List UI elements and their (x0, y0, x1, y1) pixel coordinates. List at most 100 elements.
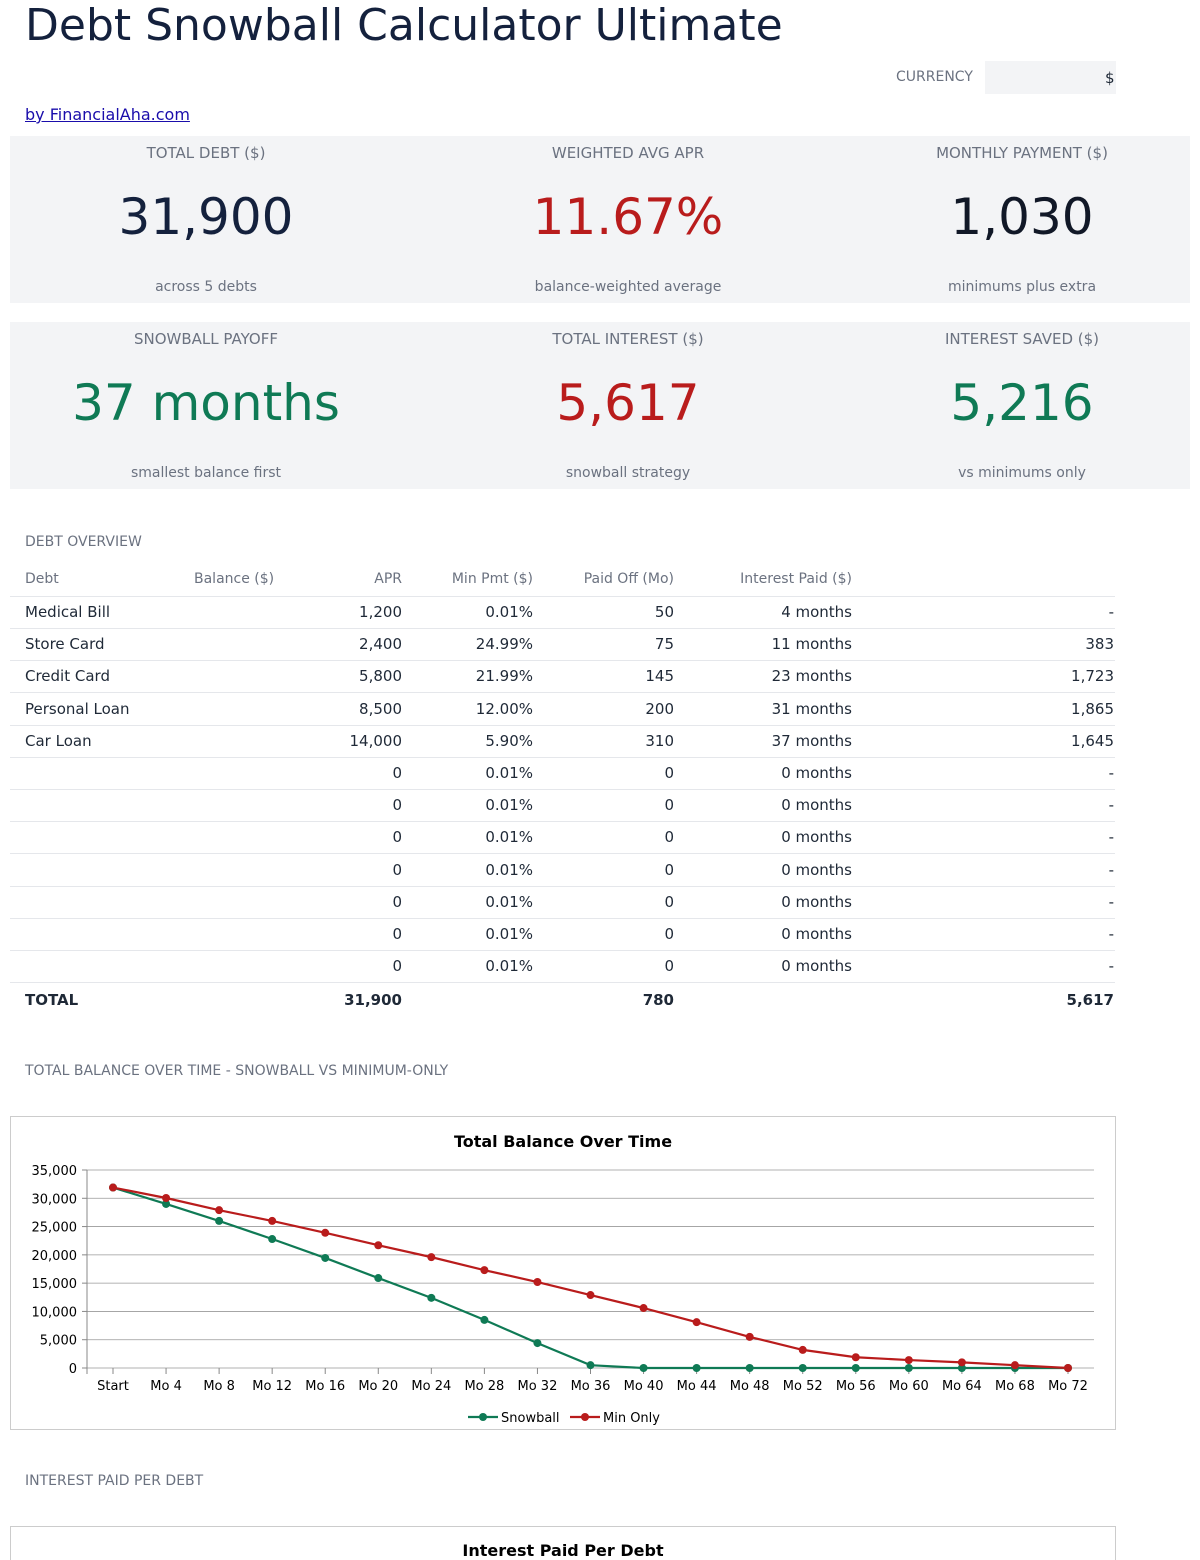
table-cell: 0.01% (485, 957, 533, 976)
column-header: Paid Off (Mo) (583, 571, 674, 587)
data-point (904, 1356, 913, 1365)
rowline (10, 950, 1115, 951)
table-cell: Personal Loan (25, 699, 130, 718)
table-cell: 14,000 (349, 731, 403, 750)
data-point (745, 1364, 754, 1372)
y-tick-label: 5,000 (40, 1334, 77, 1349)
table-cell: 0.01% (485, 860, 533, 879)
y-tick-label: 0 (69, 1362, 77, 1377)
table-cell: 383 (1085, 635, 1114, 654)
data-point (586, 1291, 595, 1300)
table-cell: 0 (392, 764, 402, 782)
table-cell: 0.01% (485, 925, 533, 943)
data-point (798, 1345, 807, 1354)
rowline (10, 596, 1115, 597)
table-cell: Car Loan (25, 731, 92, 750)
section-title: INTEREST PAID PER DEBT (25, 1473, 204, 1489)
y-tick-label: 30,000 (32, 1192, 78, 1207)
table-cell: 37 months (771, 731, 852, 750)
table-cell: 310 (645, 731, 674, 750)
y-tick-label: 15,000 (32, 1277, 78, 1292)
table-cell: 4 months (781, 603, 852, 621)
table-cell: 0 (664, 764, 674, 782)
y-tick-label: 25,000 (32, 1221, 78, 1236)
kpi-label: INTEREST SAVED ($) (944, 330, 1100, 348)
table-cell: 0 (392, 860, 402, 879)
x-tick-label: Mo 56 (836, 1379, 876, 1394)
rowline (10, 756, 1115, 758)
currency-input[interactable] (985, 61, 1116, 94)
x-tick-label: Mo 48 (730, 1379, 770, 1394)
kpi-value: 5,617 (556, 374, 700, 432)
table-cell: 0 months (781, 957, 852, 976)
y-tick-label: 20,000 (32, 1249, 78, 1264)
currency-value: $ (1105, 69, 1115, 87)
x-tick-label: Mo 68 (995, 1379, 1035, 1394)
kpi-value: 11.67% (532, 188, 724, 246)
table-cell: 0 months (781, 860, 852, 879)
data-point (533, 1278, 542, 1287)
section-title: TOTAL BALANCE OVER TIME - SNOWBALL VS MI… (25, 1063, 449, 1079)
table-cell: 1,723 (1071, 667, 1114, 686)
data-point (798, 1364, 807, 1372)
table-cell: 0 (392, 828, 402, 847)
table-cell: 0 (392, 925, 402, 943)
rowline (10, 789, 1115, 790)
x-tick-label: Mo 8 (203, 1379, 235, 1394)
rowline (10, 885, 1115, 887)
kpi-value: 37 months (72, 374, 340, 432)
data-point (321, 1253, 330, 1262)
data-point (427, 1293, 436, 1302)
kpi-label: SNOWBALL PAYOFF (133, 330, 279, 348)
table-cell: 0 (392, 892, 402, 911)
kpi-note: balance-weighted average (534, 279, 722, 295)
data-point (639, 1364, 648, 1372)
column-header: Debt (25, 571, 59, 587)
data-point (215, 1216, 224, 1225)
table-cell: 1,200 (359, 603, 402, 621)
table-cell: 0.01% (485, 828, 533, 847)
kpi-band (10, 322, 1190, 489)
table-cell: 0 months (781, 764, 852, 782)
section-title: DEBT OVERVIEW (25, 534, 142, 550)
table-cell: 50 (654, 603, 674, 621)
kpi-value: 1,030 (950, 188, 1094, 246)
data-point (957, 1364, 966, 1372)
data-point (162, 1194, 171, 1203)
table-cell: 0.01% (485, 764, 533, 782)
legend-swatch-dot (581, 1413, 589, 1421)
table-cell: Medical Bill (25, 603, 111, 621)
table-cell: 0 months (781, 892, 852, 911)
table-cell: 0.01% (485, 796, 533, 815)
data-point (374, 1274, 383, 1283)
table-cell: 1,645 (1071, 731, 1114, 750)
data-point (692, 1364, 701, 1372)
x-tick-label: Mo 12 (252, 1379, 292, 1394)
legend-swatch-dot (479, 1413, 487, 1421)
kpi-note: minimums plus extra (947, 279, 1097, 295)
data-point (374, 1241, 383, 1250)
table-cell: Store Card (25, 635, 105, 654)
table-cell: 0 (664, 925, 674, 943)
total-interest: 5,617 (1066, 991, 1114, 1009)
kpi-value: 31,900 (118, 188, 294, 246)
x-tick-label: Mo 36 (571, 1379, 611, 1394)
x-tick-label: Mo 40 (624, 1379, 664, 1394)
x-tick-label: Mo 20 (358, 1379, 398, 1394)
table-cell: 75 (654, 635, 674, 654)
table-cell: 0 (664, 860, 674, 879)
data-point (1064, 1364, 1072, 1372)
table-cell: 0 (664, 796, 674, 815)
x-tick-label: Mo 28 (464, 1379, 504, 1394)
y-tick-label: 35,000 (32, 1164, 78, 1179)
x-tick-label: Mo 60 (889, 1379, 929, 1394)
site-link[interactable]: by FinancialAha.com (25, 105, 190, 124)
table-cell: - (1108, 828, 1114, 847)
table-cell: 5,800 (359, 667, 402, 686)
data-point (427, 1253, 436, 1262)
rowline (10, 982, 1115, 984)
table-cell: - (1108, 764, 1114, 782)
chart-frame (10, 1526, 1116, 1560)
data-point (109, 1183, 117, 1192)
